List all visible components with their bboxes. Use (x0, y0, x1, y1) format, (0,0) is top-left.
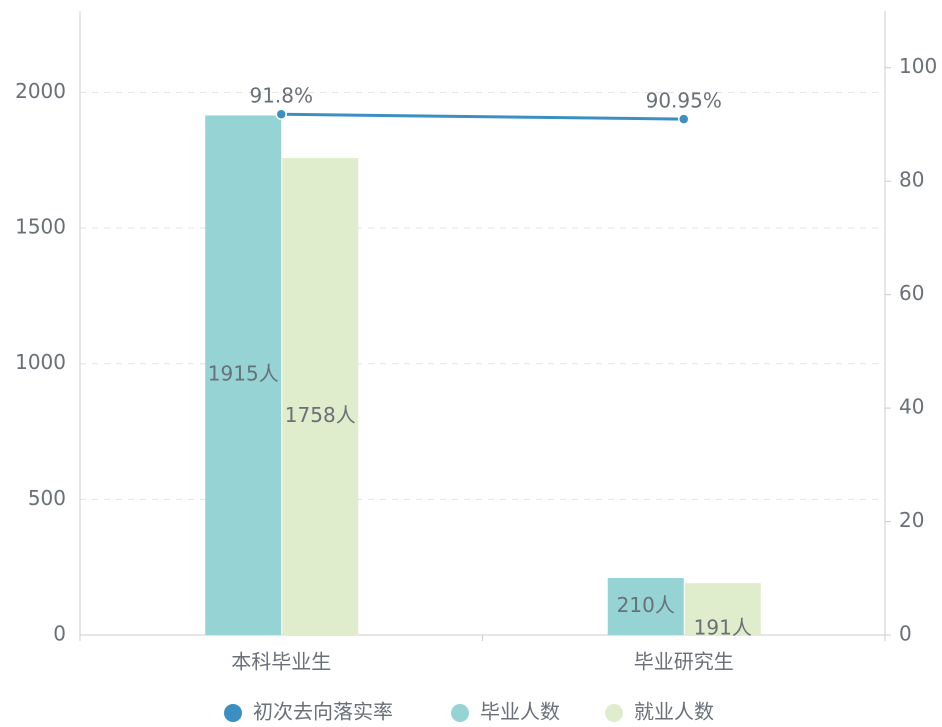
bar-label: 210人 (617, 593, 675, 617)
y-tick-label: 1000 (15, 350, 66, 374)
legend-marker (605, 704, 623, 722)
line-label: 91.8% (249, 84, 313, 108)
legend-label: 就业人数 (634, 700, 714, 724)
bar-label: 191人 (694, 616, 752, 640)
bar (607, 578, 684, 635)
y2-tick-label: 80 (899, 168, 924, 192)
bar (205, 115, 282, 636)
line-label: 90.95% (646, 89, 722, 113)
bar (684, 583, 761, 635)
legend-label: 初次去向落实率 (253, 700, 393, 724)
legend-marker (451, 704, 469, 722)
y2-tick-label: 100 (899, 54, 937, 78)
line-point (275, 108, 287, 120)
line (281, 112, 684, 121)
y2-tick-label: 0 (899, 622, 912, 646)
y-tick-label: 0 (53, 622, 66, 646)
bar (282, 158, 359, 636)
legend-label: 毕业人数 (480, 700, 560, 724)
x-tick-label: 毕业研究生 (634, 650, 734, 674)
legend-marker (224, 704, 242, 722)
y2-tick-label: 40 (899, 395, 924, 419)
y-tick-label: 2000 (15, 79, 66, 103)
y2-tick-label: 60 (899, 281, 924, 305)
y-tick-label: 500 (28, 486, 66, 510)
bar-label: 1915人 (208, 362, 279, 386)
x-tick-label: 本科毕业生 (231, 650, 331, 674)
y2-tick-label: 20 (899, 508, 924, 532)
y-tick-label: 1500 (15, 215, 66, 239)
line-point (678, 113, 690, 125)
bar-label: 1758人 (285, 403, 356, 427)
